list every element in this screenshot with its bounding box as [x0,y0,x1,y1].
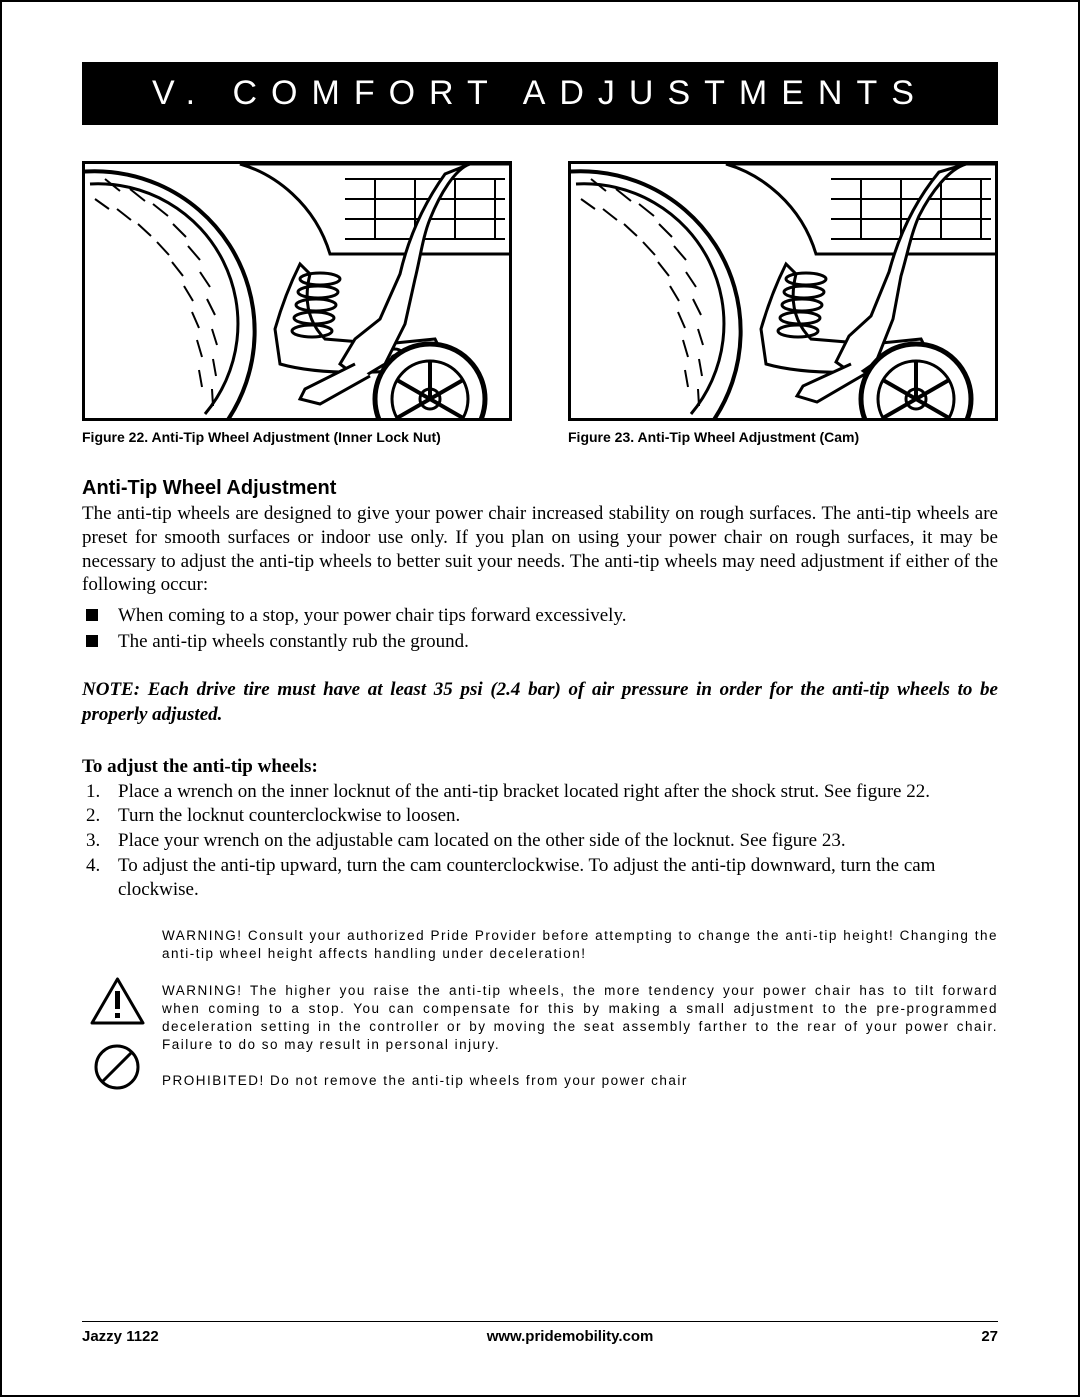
manual-page: V. COMFORT ADJUSTMENTS [0,0,1080,1397]
step-number: 3. [86,829,118,854]
prohibited-text: PROHIBITED! Do not remove the anti-tip w… [162,1072,998,1090]
figures-row: Figure 22. Anti-Tip Wheel Adjustment (In… [82,161,998,445]
bullet-text: The anti-tip wheels constantly rub the g… [118,629,469,655]
figure-23-image [568,161,998,421]
step-number: 1. [86,780,118,805]
list-item: 1.Place a wrench on the inner locknut of… [86,780,998,805]
list-item: 4.To adjust the anti-tip upward, turn th… [86,854,998,903]
figure-22-image [82,161,512,421]
figure-22-caption: Figure 22. Anti-Tip Wheel Adjustment (In… [82,429,512,445]
figure-left: Figure 22. Anti-Tip Wheel Adjustment (In… [82,161,512,445]
footer-center: www.pridemobility.com [487,1328,654,1345]
section-heading: Anti-Tip Wheel Adjustment [82,477,998,500]
warnings-section: WARNING! Consult your authorized Pride P… [82,927,998,1109]
section-paragraph: The anti-tip wheels are designed to give… [82,502,998,597]
warning-text: WARNING! The higher you raise the anti-t… [162,982,998,1055]
figure-23-caption: Figure 23. Anti-Tip Wheel Adjustment (Ca… [568,429,998,445]
warning-icons-column [82,977,152,1091]
step-number: 4. [86,854,118,903]
step-number: 2. [86,804,118,829]
bullet-list: When coming to a stop, your power chair … [82,603,998,654]
footer-right: 27 [981,1328,998,1345]
list-item: The anti-tip wheels constantly rub the g… [86,629,998,655]
ordered-steps: 1.Place a wrench on the inner locknut of… [82,780,998,903]
bullet-icon [86,609,98,621]
footer-left: Jazzy 1122 [82,1328,159,1345]
note-text: NOTE: Each drive tire must have at least… [82,678,998,727]
step-text: Place a wrench on the inner locknut of t… [118,780,930,805]
step-text: To adjust the anti-tip upward, turn the … [118,854,998,903]
page-title: V. COMFORT ADJUSTMENTS [82,62,998,125]
page-footer: Jazzy 1122 www.pridemobility.com 27 [82,1321,998,1345]
bullet-icon [86,635,98,647]
step-text: Turn the locknut counterclockwise to loo… [118,804,460,829]
figure-right: Figure 23. Anti-Tip Wheel Adjustment (Ca… [568,161,998,445]
bullet-text: When coming to a stop, your power chair … [118,603,626,629]
warning-text-column: WARNING! Consult your authorized Pride P… [152,927,998,1109]
warning-text: WARNING! Consult your authorized Pride P… [162,927,998,963]
warning-triangle-icon [90,977,145,1025]
prohibited-circle-icon [93,1043,141,1091]
list-item: When coming to a stop, your power chair … [86,603,998,629]
list-item: 3.Place your wrench on the adjustable ca… [86,829,998,854]
step-text: Place your wrench on the adjustable cam … [118,829,846,854]
sub-heading: To adjust the anti-tip wheels: [82,756,998,778]
list-item: 2.Turn the locknut counterclockwise to l… [86,804,998,829]
